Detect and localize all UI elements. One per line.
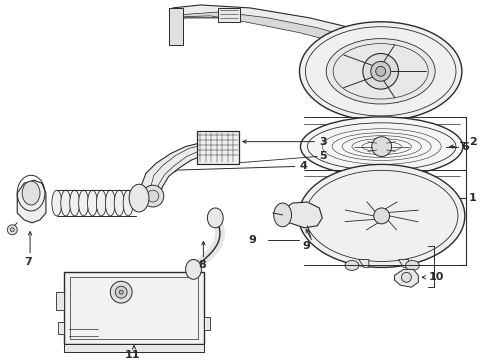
Text: 4: 4 (299, 161, 307, 171)
Circle shape (401, 273, 412, 282)
Polygon shape (64, 273, 204, 344)
Polygon shape (398, 260, 408, 267)
Polygon shape (179, 12, 438, 79)
Polygon shape (58, 322, 64, 334)
Text: 3: 3 (319, 137, 327, 147)
Polygon shape (359, 260, 369, 267)
Polygon shape (394, 269, 418, 287)
Ellipse shape (186, 260, 201, 279)
Ellipse shape (114, 190, 124, 216)
Polygon shape (56, 292, 64, 310)
Ellipse shape (22, 181, 40, 205)
Ellipse shape (298, 165, 465, 267)
Polygon shape (204, 317, 210, 330)
Circle shape (147, 190, 159, 202)
Polygon shape (197, 131, 239, 165)
Circle shape (374, 208, 390, 224)
Circle shape (142, 185, 164, 207)
Ellipse shape (88, 190, 98, 216)
Ellipse shape (129, 184, 149, 212)
Ellipse shape (274, 203, 292, 227)
Text: 9: 9 (302, 240, 310, 251)
Polygon shape (141, 137, 215, 200)
Circle shape (110, 281, 132, 303)
Circle shape (372, 137, 392, 157)
Circle shape (363, 54, 398, 89)
Circle shape (119, 290, 123, 294)
Ellipse shape (61, 190, 71, 216)
Ellipse shape (97, 190, 106, 216)
Polygon shape (282, 202, 322, 228)
Circle shape (376, 66, 386, 76)
Ellipse shape (70, 190, 79, 216)
Ellipse shape (207, 208, 223, 228)
Text: 6: 6 (461, 141, 469, 152)
Text: 10: 10 (428, 272, 443, 282)
Ellipse shape (326, 39, 435, 104)
Text: 2: 2 (469, 137, 477, 147)
Ellipse shape (405, 261, 419, 270)
Polygon shape (169, 8, 183, 45)
Ellipse shape (105, 190, 115, 216)
Ellipse shape (123, 190, 133, 216)
Polygon shape (171, 5, 453, 87)
Text: 7: 7 (24, 257, 32, 267)
Polygon shape (218, 8, 240, 22)
Ellipse shape (299, 22, 462, 121)
Text: 11: 11 (125, 350, 141, 360)
Ellipse shape (345, 261, 359, 270)
Ellipse shape (52, 190, 62, 216)
Circle shape (7, 225, 17, 235)
Text: 9: 9 (248, 235, 256, 245)
Ellipse shape (300, 117, 463, 176)
Ellipse shape (78, 190, 89, 216)
Circle shape (371, 62, 391, 81)
Text: 8: 8 (198, 260, 206, 270)
Polygon shape (64, 344, 204, 352)
Text: 1: 1 (469, 193, 477, 203)
Text: 5: 5 (319, 152, 327, 162)
Circle shape (10, 228, 14, 232)
Circle shape (115, 286, 127, 298)
Polygon shape (17, 180, 46, 223)
